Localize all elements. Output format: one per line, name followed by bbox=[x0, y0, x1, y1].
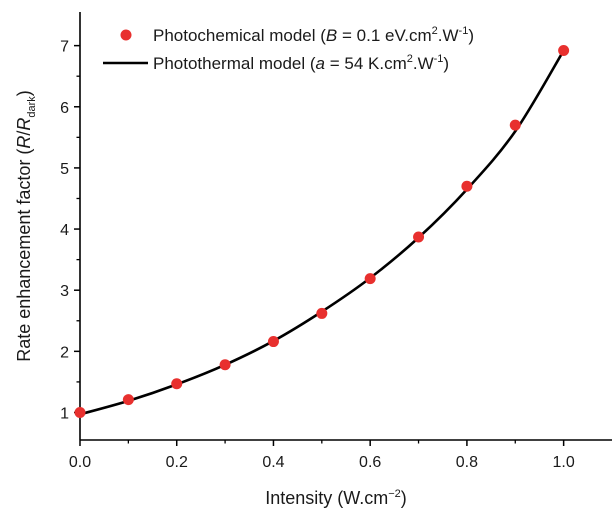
x-axis-title: Intensity (W.cm−2) bbox=[265, 488, 407, 508]
y-tick-label: 4 bbox=[60, 222, 69, 239]
plot-frame bbox=[79, 12, 612, 441]
y-ticks: 1 2 3 4 5 6 7 bbox=[60, 39, 80, 422]
photochemical-point bbox=[219, 359, 231, 371]
y-tick-label: 1 bbox=[60, 405, 69, 422]
legend: Photochemical model (B = 0.1 eV.cm2.W-1)… bbox=[103, 25, 474, 73]
y-tick-label: 2 bbox=[60, 344, 69, 361]
y-tick-label: 6 bbox=[60, 100, 69, 117]
y-tick-label: 3 bbox=[60, 283, 69, 300]
x-tick-label: 0.0 bbox=[69, 454, 91, 471]
legend-label-photochemical: Photochemical model (B = 0.1 eV.cm2.W-1) bbox=[153, 25, 474, 45]
series-layer bbox=[74, 45, 570, 418]
photochemical-point bbox=[74, 406, 86, 418]
x-tick-label: 0.8 bbox=[456, 454, 478, 471]
photochemical-point bbox=[461, 180, 473, 192]
y-tick-label: 5 bbox=[60, 161, 69, 178]
photochemical-point bbox=[122, 394, 134, 406]
photochemical-point bbox=[171, 378, 183, 390]
x-tick-label: 0.2 bbox=[166, 454, 188, 471]
photochemical-point bbox=[413, 231, 425, 243]
photochemical-point bbox=[316, 307, 328, 319]
x-tick-label: 0.4 bbox=[262, 454, 284, 471]
x-tick-label: 0.6 bbox=[359, 454, 381, 471]
legend-marker-photochemical bbox=[120, 29, 132, 41]
y-tick-label: 7 bbox=[60, 39, 69, 56]
y-axis-title: Rate enhancement factor (R/Rdark) bbox=[14, 90, 38, 362]
photochemical-point bbox=[509, 119, 521, 131]
legend-label-photothermal: Photothermal model (a = 54 K.cm2.W-1) bbox=[153, 53, 449, 73]
photochemical-point bbox=[558, 45, 570, 57]
photochemical-point bbox=[364, 273, 376, 285]
photochemical-point bbox=[267, 336, 279, 348]
photothermal-curve bbox=[78, 49, 565, 416]
x-tick-label: 1.0 bbox=[553, 454, 575, 471]
x-ticks: 0.0 0.2 0.4 0.6 0.8 1.0 bbox=[69, 440, 575, 471]
